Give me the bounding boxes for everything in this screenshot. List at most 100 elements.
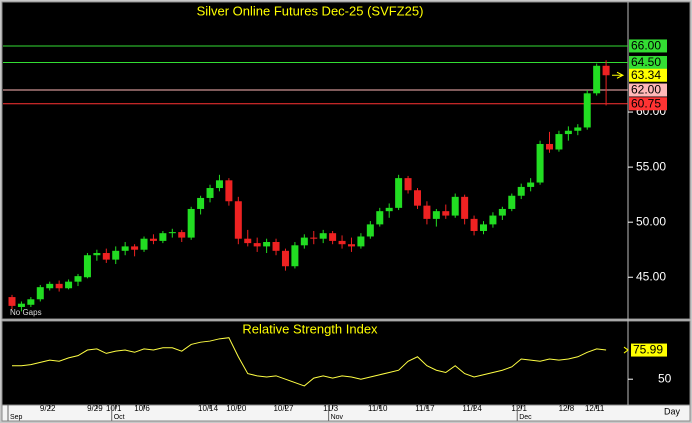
candle-body <box>168 232 176 234</box>
candle-body <box>564 130 572 135</box>
candle-body <box>508 195 516 209</box>
candle-body <box>27 299 35 305</box>
candle-body <box>310 237 318 239</box>
candle-body <box>140 238 148 250</box>
x-axis-label: Day <box>664 406 681 416</box>
y-tick-label: 50.00 <box>636 214 666 228</box>
candle-body <box>281 250 289 267</box>
candle-body <box>357 236 365 247</box>
candle-body <box>602 65 610 76</box>
month-label: Oct <box>114 414 125 421</box>
candle-body <box>55 283 63 289</box>
rsi-panel <box>1 320 691 406</box>
candle-body <box>461 196 469 219</box>
candle-body <box>583 93 591 128</box>
candle-body <box>413 190 421 206</box>
gap-note: No Gaps <box>10 308 42 317</box>
chart-title: Silver Online Futures Dec-25 (SVFZ25) <box>197 3 424 18</box>
candle-body <box>197 197 205 209</box>
x-tick-label: 12/11 <box>585 404 605 413</box>
level-label: 60.75 <box>631 96 661 110</box>
level-label-box <box>629 39 667 53</box>
candle-body <box>423 205 431 219</box>
x-tick-label: 11/3 <box>323 404 339 413</box>
candle-body <box>593 65 601 94</box>
candle-body <box>498 208 506 216</box>
last-price-box <box>629 68 667 82</box>
candle-body <box>338 240 346 245</box>
level-label-box <box>629 83 667 97</box>
last-price-arrow <box>612 71 625 79</box>
candle-body <box>536 143 544 183</box>
candle-body <box>385 207 393 212</box>
x-tick-label: 11/10 <box>368 404 388 413</box>
candle-body <box>178 232 186 238</box>
candle-body <box>93 253 101 256</box>
candle-body <box>300 237 308 246</box>
x-tick-label: 10/27 <box>273 404 294 413</box>
candle-body <box>451 196 459 216</box>
x-tick-label: 11/17 <box>415 404 435 413</box>
last-value-box <box>631 343 667 357</box>
last-value-label: 75.99 <box>633 343 663 357</box>
candle-body <box>574 127 582 131</box>
x-tick-label: 10/14 <box>198 404 219 413</box>
candle-body <box>8 297 16 306</box>
candle-body <box>74 276 82 282</box>
y-tick-label: 50 <box>658 371 672 385</box>
month-label: Nov <box>331 414 344 421</box>
candle-body <box>319 233 327 239</box>
candle-body <box>121 246 129 251</box>
candle-body <box>17 303 25 307</box>
candle-body <box>395 178 403 208</box>
date-strip <box>1 404 691 422</box>
candle-body <box>234 201 242 239</box>
candle-body <box>329 233 337 241</box>
candle-body <box>244 238 252 244</box>
level-label: 64.50 <box>631 55 661 69</box>
candle-body <box>442 211 450 216</box>
y-tick-label: 45.00 <box>636 269 666 283</box>
month-label: Dec <box>519 414 532 421</box>
level-label-box <box>629 55 667 69</box>
candle-body <box>83 255 91 278</box>
candle-body <box>159 233 167 241</box>
candle-body <box>65 281 73 289</box>
candle-body <box>432 211 440 219</box>
candle-body <box>546 143 554 150</box>
candle-body <box>347 244 355 247</box>
level-label: 66.00 <box>631 39 661 53</box>
x-tick-label: 10/20 <box>226 404 247 413</box>
candle-body <box>225 180 233 202</box>
candle-body <box>187 208 195 238</box>
x-tick-label: 9/22 <box>40 404 56 413</box>
rsi-line <box>12 337 607 387</box>
candle-body <box>470 218 478 231</box>
x-tick-label: 10/6 <box>134 404 150 413</box>
candle-body <box>480 224 487 231</box>
level-label: 62.00 <box>631 83 661 97</box>
candle-body <box>112 250 120 260</box>
rsi-title: Relative Strength Index <box>242 321 378 336</box>
candle-body <box>527 182 535 187</box>
candle-body <box>291 245 299 267</box>
candle-body <box>131 246 139 250</box>
x-tick-label: 9/29 <box>87 404 103 413</box>
candle-body <box>489 215 497 225</box>
candle-body <box>404 178 412 191</box>
y-tick-label: 55.00 <box>636 159 666 173</box>
x-tick-label: 12/8 <box>559 404 575 413</box>
candle-body <box>215 180 223 189</box>
candle-body <box>517 186 525 196</box>
candle-body <box>102 253 110 260</box>
candle-body <box>149 238 157 241</box>
candle-body <box>206 188 214 198</box>
x-tick-label: 11/24 <box>462 404 482 413</box>
x-tick-label: 12/1 <box>511 404 527 413</box>
candle-body <box>46 283 54 289</box>
level-label-box <box>629 97 667 111</box>
candle-body <box>253 243 261 247</box>
price-panel <box>1 1 691 320</box>
candle-body <box>36 287 44 300</box>
